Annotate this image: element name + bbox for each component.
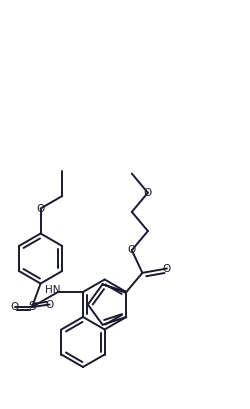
Text: O: O — [162, 263, 170, 274]
Text: O: O — [10, 302, 18, 312]
Text: HN: HN — [45, 285, 61, 295]
Text: S: S — [28, 301, 36, 314]
Text: O: O — [127, 245, 136, 255]
Text: O: O — [143, 188, 152, 198]
Text: O: O — [45, 299, 54, 310]
Text: O: O — [36, 204, 44, 213]
